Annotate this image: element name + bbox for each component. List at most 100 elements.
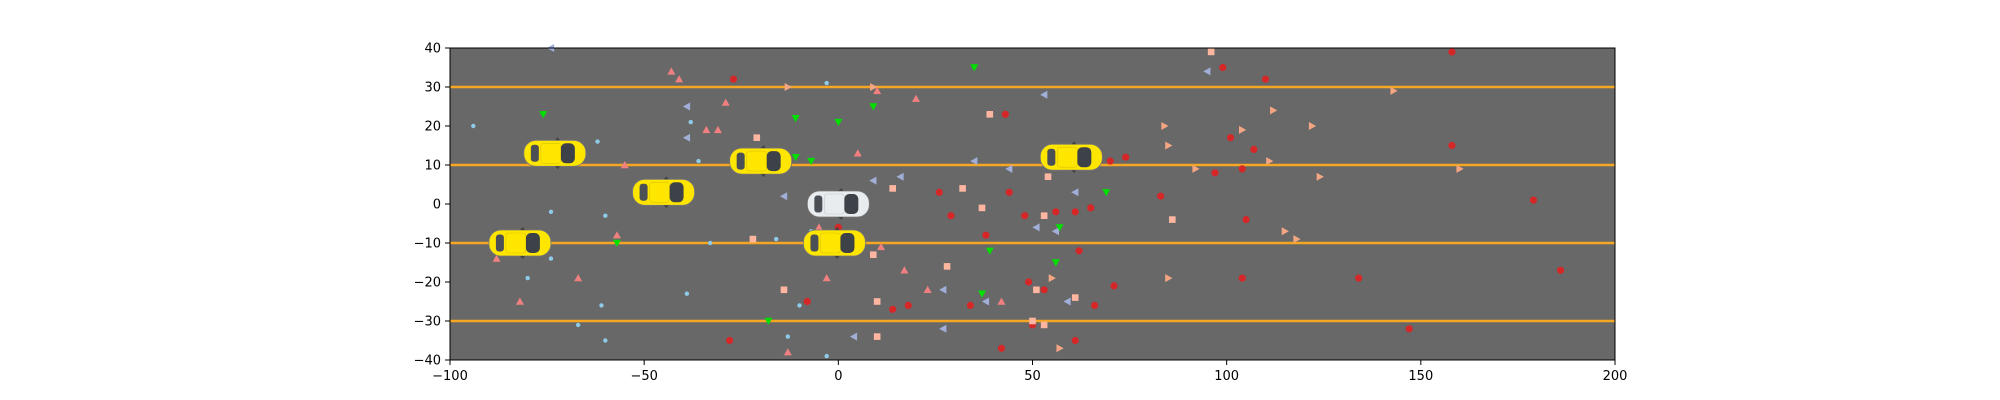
- triangle-left-point-14: [1051, 227, 1059, 236]
- triangle-up-point-7: [612, 231, 621, 239]
- square-point-1: [749, 235, 757, 243]
- square-point-6: [889, 185, 896, 192]
- triangle-right-point-15: [1390, 86, 1398, 95]
- triangle-right-point-4: [1161, 122, 1169, 130]
- circle-point-10: [997, 344, 1006, 352]
- y-tick-label-6: 20: [424, 120, 441, 135]
- dot-point-16: [824, 353, 829, 359]
- vehicle-2: [729, 145, 793, 178]
- triangle-down-point-13: [1102, 189, 1111, 197]
- triangle-right-point-2: [1048, 274, 1056, 283]
- dot-point-4: [548, 256, 554, 261]
- triangle-right-point-3: [1056, 344, 1064, 353]
- y-tick-label-5: 10: [424, 159, 441, 174]
- x-tick-label-4: 100: [1214, 369, 1239, 384]
- circle-point-36: [1405, 325, 1413, 333]
- triangle-right-point-8: [1239, 125, 1247, 134]
- dot-point-2: [603, 213, 608, 218]
- square-point-4: [873, 298, 881, 305]
- triangle-right-point-13: [1308, 122, 1317, 130]
- dot-point-8: [603, 338, 608, 343]
- vehicle-4: [803, 227, 866, 259]
- circle-point-29: [1226, 134, 1235, 142]
- circle-point-18: [1071, 208, 1079, 216]
- square-point-3: [869, 251, 877, 258]
- triangle-left-point-12: [1032, 223, 1040, 232]
- dot-point-6: [599, 303, 604, 308]
- triangle-left-point-16: [1071, 188, 1079, 197]
- triangle-down-point-8: [970, 64, 979, 72]
- circle-point-20: [1087, 204, 1095, 212]
- circle-point-28: [1219, 63, 1227, 72]
- triangle-right-point-7: [1192, 164, 1200, 173]
- circle-point-27: [1211, 169, 1219, 177]
- dot-point-1: [595, 139, 600, 144]
- vehicle-5: [1039, 141, 1103, 174]
- triangle-left-point-4: [849, 332, 858, 341]
- triangle-left-point-13: [1040, 90, 1048, 99]
- dot-point-5: [525, 275, 530, 281]
- circle-point-24: [1110, 282, 1118, 290]
- square-point-11: [1029, 317, 1036, 325]
- triangle-up-point-10: [492, 254, 501, 262]
- x-tick-label-3: 50: [1024, 369, 1041, 384]
- triangle-right-point-14: [1316, 172, 1324, 181]
- circle-point-25: [1122, 153, 1130, 161]
- dot-point-0: [471, 123, 476, 129]
- circle-point-7: [947, 212, 955, 220]
- triangle-right-point-0: [784, 83, 792, 91]
- x-tick-label-2: 0: [834, 369, 842, 384]
- triangle-right-point-1: [870, 83, 878, 91]
- circle-point-16: [1040, 286, 1048, 294]
- x-tick-label-6: 200: [1603, 369, 1628, 384]
- triangle-up-point-19: [997, 297, 1006, 305]
- circle-point-17: [1052, 208, 1060, 216]
- triangle-down-point-2: [764, 317, 773, 325]
- y-axis-ticks: −40 −30 −20 −10 0 10 20 30 40: [414, 42, 450, 369]
- circle-point-21: [1091, 301, 1099, 309]
- y-tick-label-3: −10: [414, 237, 441, 252]
- circle-point-4: [889, 305, 897, 313]
- triangle-up-point-2: [702, 125, 711, 134]
- triangle-left-point-11: [1005, 164, 1013, 173]
- y-tick-label-7: 30: [424, 81, 441, 96]
- circle-point-2: [803, 297, 811, 306]
- triangle-up-point-16: [900, 266, 909, 274]
- triangle-up-point-1: [675, 75, 684, 83]
- triangle-up-point-5: [783, 348, 792, 356]
- triangle-up-point-0: [667, 67, 676, 75]
- triangle-left-point-15: [1063, 297, 1071, 306]
- vehicle-0: [523, 137, 587, 170]
- circle-point-14: [1025, 278, 1033, 286]
- square-point-9: [978, 204, 986, 212]
- circle-point-34: [1238, 274, 1246, 282]
- triangle-left-point-10: [981, 297, 990, 306]
- triangle-down-point-5: [807, 157, 816, 166]
- triangle-up-point-15: [877, 242, 886, 251]
- triangle-up-point-18: [923, 285, 932, 293]
- vehicle-3: [488, 227, 552, 259]
- x-axis-ticks: −100 −50 0 50 100 150 200: [432, 360, 1627, 384]
- circle-point-33: [1261, 75, 1270, 83]
- square-point-13: [1040, 321, 1048, 329]
- triangle-up-point-3: [713, 125, 722, 134]
- triangle-up-point-13: [853, 149, 862, 157]
- square-point-14: [1040, 212, 1048, 219]
- dot-point-12: [684, 291, 690, 296]
- triangle-right-point-6: [1165, 274, 1173, 283]
- square-point-18: [1207, 48, 1215, 56]
- circle-point-30: [1238, 165, 1246, 173]
- circle-point-6: [935, 188, 943, 196]
- ego-vehicle: [806, 188, 870, 220]
- square-point-7: [943, 263, 951, 270]
- circle-point-40: [1557, 266, 1565, 274]
- triangle-up-point-8: [574, 274, 583, 282]
- triangle-left-point-5: [869, 176, 877, 185]
- triangle-left-point-8: [939, 324, 947, 333]
- dot-point-13: [774, 236, 779, 242]
- triangle-up-point-14: [873, 86, 882, 95]
- triangle-left-point-1: [682, 102, 691, 111]
- square-point-17: [1169, 216, 1176, 223]
- square-point-12: [1033, 286, 1040, 294]
